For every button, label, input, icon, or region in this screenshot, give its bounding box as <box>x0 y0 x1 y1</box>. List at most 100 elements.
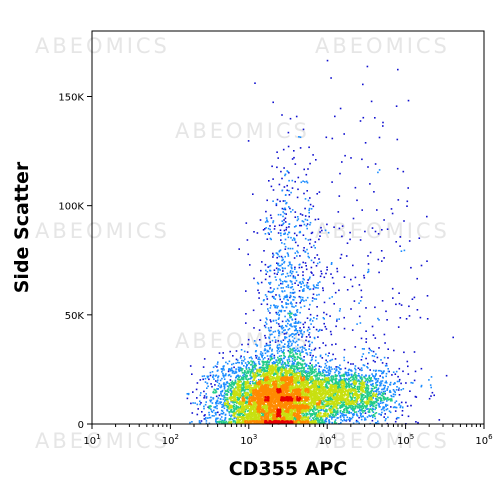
event-point <box>323 400 325 402</box>
event-point <box>244 412 246 414</box>
event-point <box>295 325 297 327</box>
event-point <box>283 233 286 235</box>
event-point <box>367 388 369 391</box>
event-point <box>389 411 392 414</box>
event-point <box>316 415 318 418</box>
event-point <box>284 336 286 338</box>
event-point <box>254 82 256 84</box>
event-point <box>350 417 353 420</box>
event-point <box>354 376 357 379</box>
event-point <box>357 385 359 388</box>
event-point <box>248 368 251 371</box>
event-point <box>309 288 312 290</box>
event-point <box>334 384 337 386</box>
event-point <box>309 336 311 338</box>
event-point <box>308 372 310 375</box>
event-point <box>271 366 274 368</box>
event-point <box>349 417 352 420</box>
event-point <box>265 273 267 275</box>
event-point <box>398 378 401 381</box>
event-point <box>244 386 247 388</box>
event-point <box>354 380 356 382</box>
event-point <box>198 421 201 424</box>
event-point <box>298 349 300 352</box>
event-point <box>324 369 326 372</box>
event-point <box>356 414 358 416</box>
event-point <box>334 420 336 423</box>
event-point <box>281 374 283 376</box>
event-point <box>266 360 269 362</box>
event-point <box>221 371 223 373</box>
event-point <box>344 380 347 383</box>
event-point <box>223 422 226 424</box>
event-point <box>318 409 321 412</box>
event-point <box>339 386 342 389</box>
event-point <box>334 374 337 376</box>
event-point <box>254 366 256 368</box>
event-point <box>232 401 234 404</box>
event-point <box>291 357 294 360</box>
event-point <box>364 417 366 419</box>
event-point <box>312 326 315 328</box>
event-point <box>261 261 263 263</box>
event-point <box>396 380 399 383</box>
event-point <box>310 397 312 400</box>
event-point <box>327 369 330 372</box>
event-point <box>244 413 247 416</box>
event-point <box>273 372 275 375</box>
event-point <box>287 286 290 289</box>
event-point <box>399 406 402 409</box>
event-point <box>376 422 379 425</box>
event-point <box>367 402 370 405</box>
event-point <box>279 200 281 203</box>
event-point <box>351 416 354 419</box>
event-point <box>329 369 331 372</box>
event-point <box>383 399 385 401</box>
event-point <box>344 367 347 370</box>
event-point <box>366 393 369 396</box>
event-point <box>194 402 196 404</box>
event-point <box>280 310 283 313</box>
event-point <box>311 401 314 403</box>
event-point <box>273 304 275 306</box>
event-point <box>246 388 249 391</box>
event-point <box>308 375 311 378</box>
event-point <box>346 408 348 410</box>
event-point <box>203 375 206 377</box>
event-point <box>260 281 263 284</box>
event-point <box>362 394 364 396</box>
event-point <box>238 248 240 250</box>
event-point <box>266 344 269 347</box>
event-point <box>346 394 348 397</box>
event-point <box>375 369 377 372</box>
event-point <box>218 414 221 416</box>
event-point <box>212 376 214 378</box>
event-point <box>371 383 374 385</box>
event-point <box>322 409 325 411</box>
event-point <box>251 363 253 366</box>
event-point <box>286 370 289 373</box>
event-point <box>264 278 267 281</box>
event-point <box>315 356 317 358</box>
event-point <box>357 410 360 413</box>
event-point <box>230 422 232 424</box>
event-point <box>294 268 296 270</box>
event-point <box>296 255 298 257</box>
event-point <box>287 247 290 250</box>
watermark-text: ABEOMICS <box>175 119 310 143</box>
event-point <box>318 258 320 260</box>
event-point <box>223 392 226 394</box>
event-point <box>296 309 298 312</box>
event-point <box>312 284 315 286</box>
event-point <box>373 355 376 358</box>
event-point <box>294 341 297 344</box>
event-point <box>391 374 393 376</box>
event-point <box>352 402 354 405</box>
event-point <box>216 421 219 423</box>
event-point <box>279 229 282 231</box>
event-point <box>288 350 290 353</box>
event-point <box>318 238 320 241</box>
event-point <box>272 256 274 258</box>
event-point <box>278 284 280 287</box>
event-point <box>291 319 294 321</box>
